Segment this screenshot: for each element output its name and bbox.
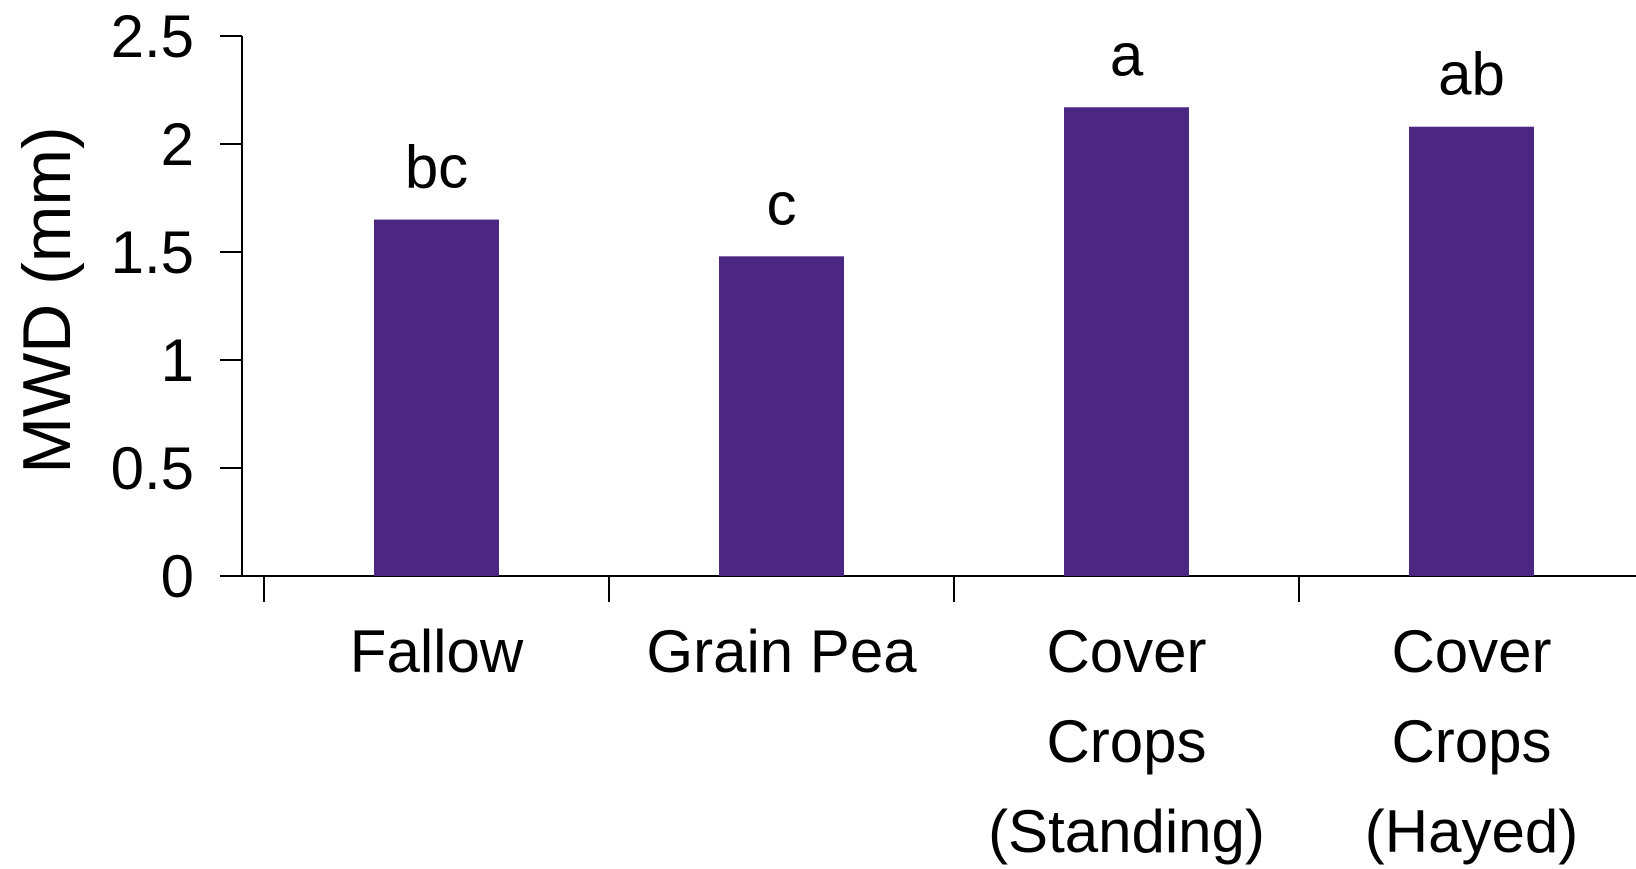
y-tick-label: 2.5 <box>111 3 194 70</box>
x-axis <box>242 575 1636 602</box>
y-tick-label: 2 <box>161 111 194 178</box>
y-axis: 0 0.5 1 1.5 2 2.5 <box>111 3 243 610</box>
x-category-label: (Standing) <box>988 798 1265 865</box>
y-axis-title: MWD (mm) <box>9 126 85 473</box>
bars <box>374 107 1534 576</box>
y-axis-title-group: MWD (mm) <box>9 126 85 473</box>
x-category-label: Cover <box>1046 618 1206 685</box>
y-tick-label: 0 <box>161 543 194 610</box>
bar <box>719 256 844 576</box>
significance-label: bc <box>405 134 468 201</box>
significance-label: ab <box>1438 41 1505 108</box>
x-category-label: Fallow <box>350 618 524 685</box>
x-category-label: Crops <box>1391 708 1551 775</box>
category-labels: Fallow Grain Pea Cover Crops (Standing) Cover… <box>350 618 1578 865</box>
x-category-label: (Hayed) <box>1365 798 1578 865</box>
significance-label: a <box>1110 21 1144 88</box>
y-tick-label: 1.5 <box>111 219 194 286</box>
bar <box>1409 126 1534 576</box>
bar <box>1064 107 1189 576</box>
x-category-label: Crops <box>1046 708 1206 775</box>
bar <box>374 219 499 576</box>
y-tick-label: 1 <box>161 327 194 394</box>
y-tick-label: 0.5 <box>111 435 194 502</box>
x-category-label: Cover <box>1391 618 1551 685</box>
significance-labels: bc c a ab <box>405 21 1505 237</box>
significance-label: c <box>767 170 797 237</box>
x-category-label: Grain Pea <box>646 618 917 685</box>
